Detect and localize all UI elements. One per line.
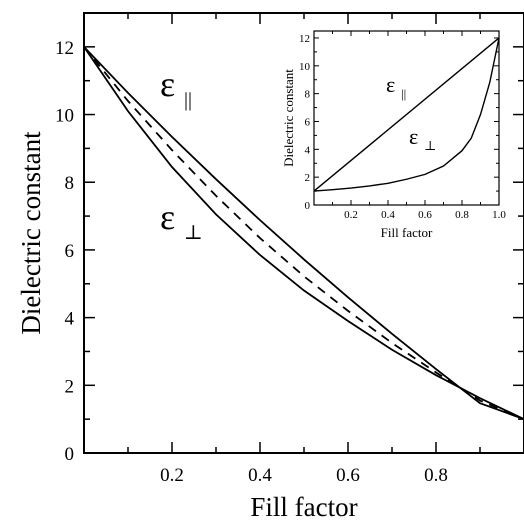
main-y-axis-label: Dielectric constant xyxy=(16,131,46,335)
main-x-tick-label-0-8: 0.8 xyxy=(424,465,448,486)
inset-series-label-0: ε xyxy=(386,72,395,97)
main-chart: 0.2 0.4 0.6 0.8 0 2 4 6 8 10 12 Fill factor Dielectr… xyxy=(16,12,524,522)
inset-y-tick-label-4: 4 xyxy=(305,144,311,156)
inset-series-label-1: ε xyxy=(409,124,418,149)
inset-chart: 0.2 0.4 0.6 0.8 1.0 0 2 4 6 8 10 12 Fill factor Diele… xyxy=(281,30,506,240)
main-x-tick-label-0-2: 0.2 xyxy=(160,465,184,486)
main-x-tick-label-0-6: 0.6 xyxy=(336,465,360,486)
inset-y-tick-label-10: 10 xyxy=(299,61,311,73)
main-series-label-sub-1: ⊥ xyxy=(184,222,203,244)
inset-series-label-sub-1: ⊥ xyxy=(424,138,436,153)
inset-series-label-sub-0: || xyxy=(401,86,406,101)
inset-x-tick-label-0-4: 0.4 xyxy=(381,209,395,221)
inset-y-tick-label-12: 12 xyxy=(299,33,310,45)
inset-y-tick-label-2: 2 xyxy=(305,172,311,184)
main-y-tick-label-2: 2 xyxy=(65,376,75,397)
inset-y-tick-label-0: 0 xyxy=(305,200,311,212)
inset-series-line-parallel-0 xyxy=(313,37,500,192)
main-x-tick-label-0-4: 0.4 xyxy=(248,465,272,486)
main-series-label-sub-0: || xyxy=(184,89,192,111)
inset-series-line-perpendicular-1 xyxy=(313,37,500,192)
inset-x-tick-label-1-0: 1.0 xyxy=(492,209,506,221)
inset-y-tick-label-6: 6 xyxy=(305,116,311,128)
inset-y-axis-label: Dielectric constant xyxy=(281,69,296,167)
main-series-label-0: ε xyxy=(160,64,175,104)
inset-x-tick-label-0-6: 0.6 xyxy=(418,209,432,221)
inset-x-axis-label: Fill factor xyxy=(381,225,433,240)
main-series-line-parallel-0 xyxy=(83,46,524,420)
inset-x-tick-label-0-2: 0.2 xyxy=(344,209,358,221)
main-x-axis-label: Fill factor xyxy=(250,492,357,522)
main-y-tick-label-12: 12 xyxy=(55,38,74,59)
main-series-line-dashed-2 xyxy=(83,46,524,420)
inset-x-tick-label-0-8: 0.8 xyxy=(455,209,469,221)
main-series-label-1: ε xyxy=(160,197,175,237)
main-y-tick-label-6: 6 xyxy=(65,241,75,262)
main-y-tick-label-8: 8 xyxy=(65,173,75,194)
main-y-tick-label-10: 10 xyxy=(55,106,74,127)
inset-y-tick-label-8: 8 xyxy=(305,89,311,101)
main-y-tick-label-0: 0 xyxy=(65,444,75,465)
main-y-tick-label-4: 4 xyxy=(65,309,75,330)
